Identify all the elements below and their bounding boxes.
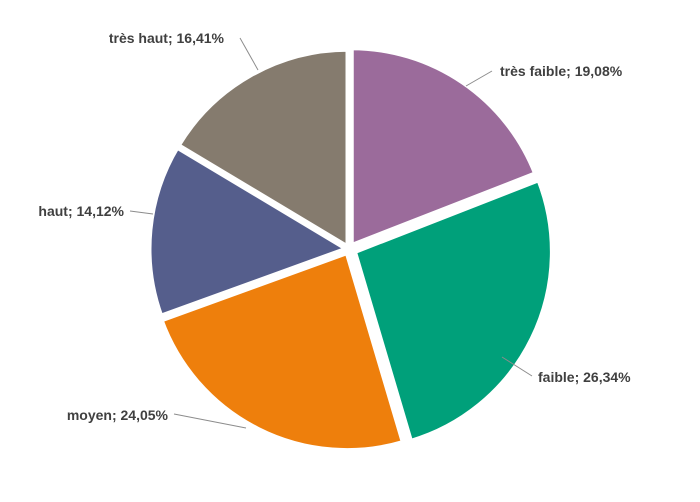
data-labels: très faible; 19,08% faible; 26,34% moyen; … — [38, 30, 631, 423]
leader-line-très-faible — [465, 70, 493, 87]
leader-line-moyen — [173, 413, 247, 429]
pie-slice-haut — [146, 144, 350, 319]
data-label-très-haut: très haut; 16,41% — [109, 30, 225, 46]
leader-line-haut — [129, 210, 154, 215]
data-label-faible: faible; 26,34% — [538, 369, 631, 385]
data-label-moyen: moyen; 24,05% — [67, 407, 169, 423]
data-label-haut: haut; 14,12% — [38, 203, 124, 219]
pie-slice-très-haut — [175, 46, 351, 250]
pie-slice-faible — [351, 177, 555, 444]
leader-line-faible — [501, 356, 533, 377]
pie-slice-moyen — [158, 250, 406, 454]
pie-slices — [146, 45, 555, 454]
pie-slice-très-faible — [348, 45, 539, 249]
data-label-très-faible: très faible; 19,08% — [500, 63, 623, 79]
leader-lines — [129, 37, 533, 429]
leader-line-très-haut — [239, 37, 259, 71]
